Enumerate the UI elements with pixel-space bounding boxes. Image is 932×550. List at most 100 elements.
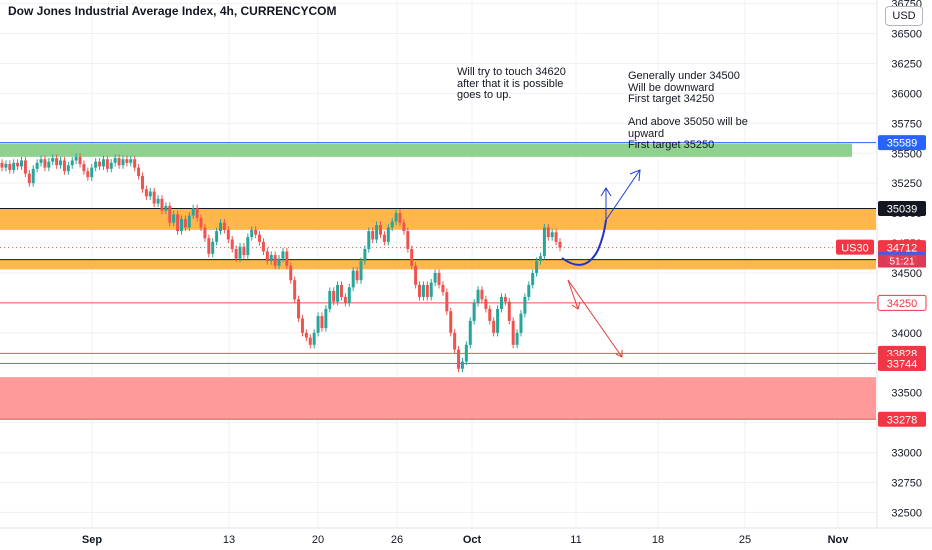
candle-body bbox=[503, 296, 507, 302]
candle-body bbox=[437, 272, 441, 285]
y-tick-label: 36250 bbox=[891, 58, 922, 70]
candle-body bbox=[375, 225, 379, 240]
zone-red bbox=[0, 377, 876, 420]
candle-body bbox=[492, 320, 496, 333]
y-tick-label: 34000 bbox=[891, 328, 922, 340]
candle-body bbox=[531, 272, 535, 285]
candle-body bbox=[176, 214, 180, 232]
candle-body bbox=[27, 173, 31, 184]
candle-body bbox=[308, 337, 312, 345]
candle-body bbox=[160, 198, 164, 211]
candle-body bbox=[445, 292, 449, 312]
candle-body bbox=[187, 215, 191, 228]
candle-body bbox=[258, 234, 262, 242]
candle-body bbox=[535, 261, 539, 273]
countdown-text: 51:21 bbox=[889, 257, 914, 268]
candle-body bbox=[468, 320, 472, 345]
candle-body bbox=[164, 205, 168, 211]
price-label-text: 33278 bbox=[887, 414, 918, 426]
candle-body bbox=[300, 318, 304, 333]
zone-green bbox=[0, 143, 852, 157]
currency-button[interactable]: USD bbox=[885, 6, 923, 26]
y-tick-label: 32750 bbox=[891, 478, 922, 490]
candle-body bbox=[398, 213, 402, 223]
candle-body bbox=[168, 205, 172, 223]
price-label-34250 bbox=[877, 294, 927, 311]
price-label-33278 bbox=[878, 411, 926, 427]
candle-body bbox=[546, 227, 550, 238]
y-tick-label: 33000 bbox=[891, 448, 922, 460]
candle-body bbox=[339, 284, 343, 297]
price-label-text: 35589 bbox=[887, 138, 918, 150]
candle-body bbox=[195, 208, 199, 218]
candle-body bbox=[156, 198, 160, 204]
candle-body bbox=[98, 161, 102, 167]
candle-body bbox=[394, 213, 398, 222]
candle-body bbox=[16, 162, 20, 167]
y-tick-label: 32500 bbox=[891, 507, 922, 519]
projected-arrow-down-1 bbox=[567, 279, 579, 310]
candle-body bbox=[414, 265, 418, 285]
y-tick-label: 36750 bbox=[891, 0, 922, 11]
y-tick-label: 35250 bbox=[891, 178, 922, 190]
candle-body bbox=[55, 158, 59, 166]
candle-body bbox=[273, 255, 277, 266]
candle-body bbox=[78, 156, 82, 165]
candle-body bbox=[382, 234, 386, 242]
candle-body bbox=[355, 270, 359, 281]
candle-body bbox=[542, 227, 546, 257]
candle-body bbox=[0, 162, 4, 168]
candle-body bbox=[70, 160, 74, 166]
price-label-35039 bbox=[878, 200, 926, 216]
x-tick-label: Nov bbox=[828, 534, 850, 546]
candle-body bbox=[363, 249, 367, 262]
candle-body bbox=[281, 251, 285, 259]
candle-body bbox=[250, 229, 254, 238]
note-levels: Generally under 34500 Will be downward F… bbox=[628, 70, 748, 151]
arrow-head-up bbox=[629, 169, 641, 182]
candle-body bbox=[554, 232, 558, 242]
y-tick-label: 33500 bbox=[891, 388, 922, 400]
candle-body bbox=[550, 232, 554, 238]
candle-body bbox=[125, 159, 129, 163]
candle-body bbox=[277, 258, 281, 266]
candle-body bbox=[191, 208, 195, 216]
candle-body bbox=[289, 265, 293, 281]
arrow-head-up-2 bbox=[600, 187, 612, 197]
candle-body bbox=[523, 296, 527, 314]
candle-body bbox=[101, 159, 105, 167]
candle-body bbox=[82, 164, 86, 172]
candle-body bbox=[230, 239, 234, 250]
candle-body bbox=[312, 332, 316, 345]
candle-body bbox=[137, 167, 141, 176]
x-tick-label: 20 bbox=[312, 534, 324, 546]
candle-body bbox=[8, 164, 12, 171]
candle-body bbox=[371, 231, 375, 240]
arrow-head-down-2 bbox=[615, 350, 623, 358]
candle-body bbox=[476, 289, 480, 303]
candle-body bbox=[246, 237, 250, 256]
candle-body bbox=[351, 270, 355, 288]
y-tick-label: 36000 bbox=[891, 88, 922, 100]
candle-body bbox=[238, 246, 242, 259]
candle-body bbox=[511, 320, 515, 345]
candle-body bbox=[254, 229, 258, 235]
candle-body bbox=[464, 344, 468, 362]
candle-body bbox=[457, 349, 461, 369]
candle-body bbox=[558, 241, 562, 248]
x-tick-label: Oct bbox=[463, 534, 482, 546]
candle-body bbox=[90, 167, 94, 178]
candle-body bbox=[74, 156, 78, 161]
candle-body bbox=[179, 219, 183, 232]
candle-body bbox=[496, 308, 500, 333]
x-tick-label: 18 bbox=[652, 534, 664, 546]
candle-body bbox=[12, 162, 16, 171]
price-label-text: 34250 bbox=[887, 298, 918, 310]
candle-body bbox=[429, 282, 433, 297]
candle-body bbox=[343, 296, 347, 303]
candle-body bbox=[269, 255, 273, 262]
note-touch: Will try to touch 34620 after that it is… bbox=[457, 66, 566, 101]
candle-body bbox=[441, 284, 445, 293]
